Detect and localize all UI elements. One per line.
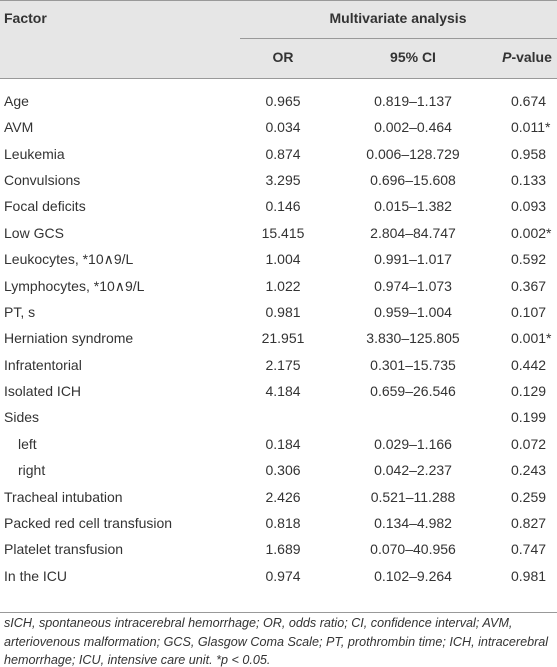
factor-cell: right: [18, 462, 46, 479]
header-background: [0, 0, 557, 79]
ci-cell: 0.029–1.166: [374, 435, 452, 452]
p-value-cell: 0.243: [511, 462, 547, 479]
or-cell: 2.426: [265, 488, 301, 505]
p-value-cell: 0.442: [511, 356, 547, 373]
factor-cell: Tracheal intubation: [4, 488, 123, 505]
p-value-cell: 0.072: [511, 435, 547, 452]
p-value-cell: 0.129: [511, 383, 547, 400]
or-header: OR: [272, 49, 294, 65]
factor-cell: Lymphocytes, *10∧9/L: [4, 277, 145, 294]
ci-cell: 2.804–84.747: [370, 224, 456, 241]
p-value-cell: 0.001*: [511, 330, 552, 347]
p-value-cell: 0.002*: [511, 224, 552, 241]
ci-cell: 0.015–1.382: [374, 198, 452, 215]
factor-cell: Platelet transfusion: [4, 541, 124, 558]
factor-header: Factor: [4, 10, 47, 26]
factor-cell: In the ICU: [4, 567, 68, 584]
factor-cell: Age: [4, 93, 29, 109]
ci-cell: 0.991–1.017: [374, 251, 452, 268]
or-cell: 0.981: [265, 303, 301, 320]
factor-cell: Leukocytes, *10∧9/L: [4, 251, 134, 268]
ci-cell: 0.002–0.464: [374, 119, 452, 136]
p-value-cell: 0.093: [511, 198, 547, 215]
or-cell: 0.874: [265, 145, 301, 162]
or-cell: 0.818: [265, 514, 301, 531]
p-rest: -value: [511, 49, 552, 65]
or-cell: 21.951: [261, 330, 305, 347]
factor-cell: Convulsions: [4, 172, 81, 189]
p-value-cell: 0.199: [511, 409, 547, 426]
ci-cell: 0.070–40.956: [370, 541, 456, 558]
ci-cell: 0.819–1.137: [374, 93, 452, 109]
or-cell: 1.022: [265, 277, 301, 294]
or-cell: 1.689: [265, 541, 301, 558]
p-value-cell: 0.133: [511, 172, 547, 189]
p-value-cell: 0.592: [511, 251, 547, 268]
ci-cell: 3.830–125.805: [366, 330, 460, 347]
or-cell: 0.034: [265, 119, 301, 136]
ci-cell: 0.959–1.004: [374, 303, 452, 320]
group-rule: [240, 38, 557, 39]
ci-cell: 0.134–4.982: [374, 514, 452, 531]
factor-cell: left: [18, 435, 37, 452]
p-value-cell: 0.958: [511, 145, 547, 162]
ci-cell: 0.696–15.608: [370, 172, 456, 189]
group-header: Multivariate analysis: [329, 10, 467, 26]
p-value-cell: 0.747: [511, 541, 547, 558]
factor-cell: Low GCS: [4, 224, 64, 241]
or-cell: 0.306: [265, 462, 301, 479]
header-rule: [0, 78, 557, 79]
or-cell: 2.175: [265, 356, 301, 373]
footnote: sICH, spontaneous intracerebral hemorrha…: [4, 616, 549, 667]
or-cell: 0.974: [265, 567, 301, 584]
or-cell: 0.965: [265, 93, 301, 109]
p-value-cell: 0.674: [511, 93, 547, 109]
or-cell: 0.146: [265, 198, 301, 215]
factor-cell: Sides: [4, 409, 40, 426]
p-value-cell: 0.107: [511, 303, 547, 320]
or-cell: 0.184: [265, 435, 301, 452]
ci-cell: 0.974–1.073: [374, 277, 452, 294]
factor-cell: Herniation syndrome: [4, 330, 134, 347]
p-value-cell: 0.367: [511, 277, 547, 294]
factor-cell: Focal deficits: [4, 198, 86, 215]
p-header: P-value: [502, 47, 552, 67]
factor-cell: Isolated ICH: [4, 383, 82, 400]
p-value-cell: 0.259: [511, 488, 547, 505]
ci-cell: 0.042–2.237: [374, 462, 452, 479]
p-value-cell: 0.827: [511, 514, 547, 531]
ci-cell: 0.521–11.288: [370, 488, 456, 505]
factor-cell: Leukemia: [4, 145, 65, 162]
or-cell: 3.295: [265, 172, 301, 189]
or-cell: 4.184: [265, 383, 301, 400]
p-italic: P: [502, 49, 512, 65]
ci-cell: 0.006–128.729: [366, 145, 460, 162]
ci-cell: 0.301–15.735: [370, 356, 456, 373]
top-rule: [0, 0, 557, 1]
factor-cell: Packed red cell transfusion: [4, 514, 173, 531]
factor-cell: Infratentorial: [4, 356, 82, 373]
factor-cell: PT, s: [4, 303, 36, 320]
p-value-cell: 0.011*: [511, 119, 551, 136]
p-value-cell: 0.981: [511, 567, 547, 584]
or-cell: 1.004: [265, 251, 301, 268]
ci-cell: 0.659–26.546: [370, 383, 456, 400]
or-cell: 15.415: [261, 224, 305, 241]
factor-cell: AVM: [4, 119, 34, 136]
ci-header: 95% CI: [390, 49, 436, 65]
ci-cell: 0.102–9.264: [374, 567, 452, 584]
bottom-rule: [0, 612, 557, 613]
